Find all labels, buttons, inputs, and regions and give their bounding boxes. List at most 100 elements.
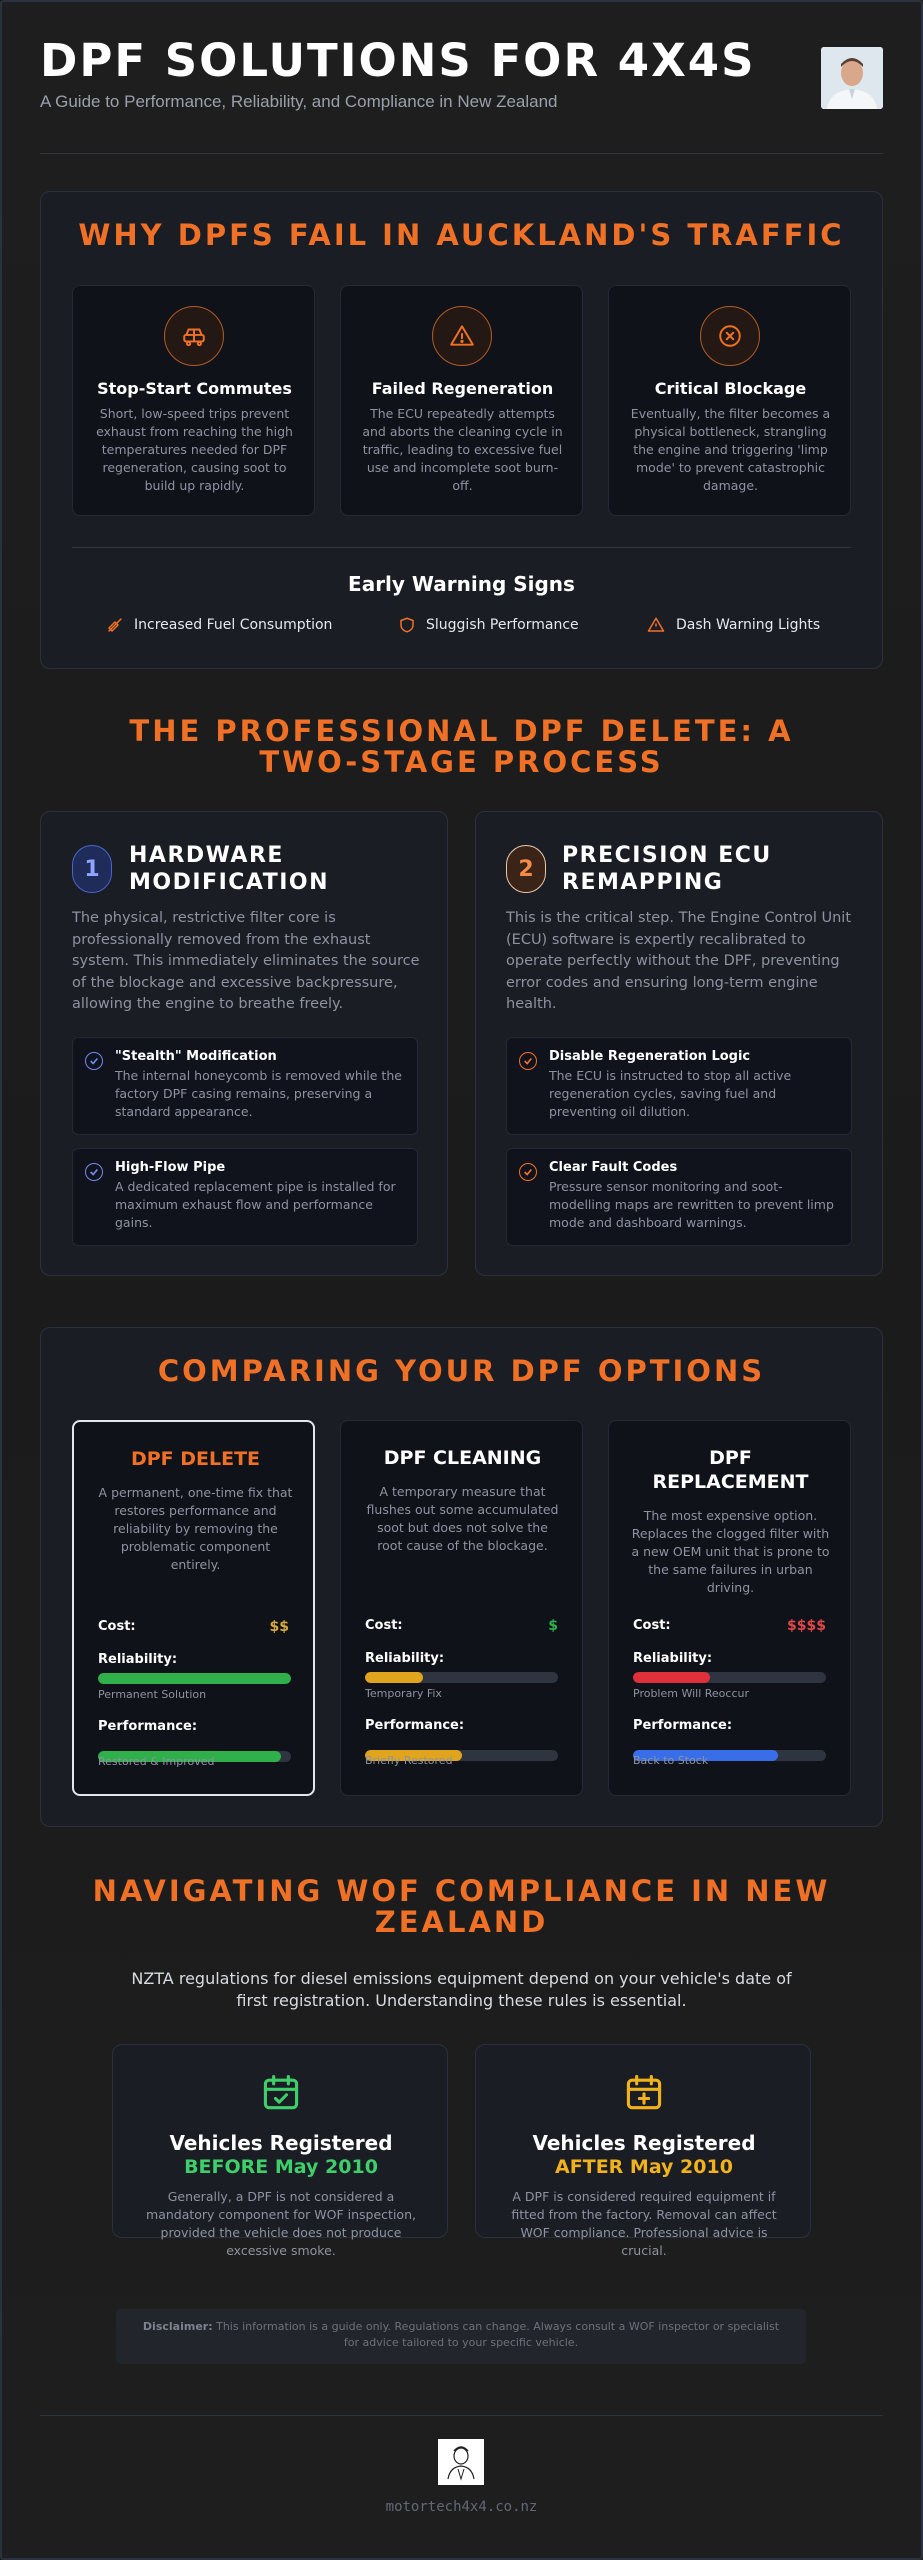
option-title: DPF CLEANING — [383, 1447, 542, 1469]
wof-card-title: Vehicles Registered — [169, 2131, 393, 2155]
brand-logo — [438, 2439, 484, 2485]
option-title: DPF DELETE — [130, 1448, 261, 1470]
option-card-dpf-cleaning: DPF CLEANING A temporary measure that fl… — [340, 1420, 583, 1796]
performance-bar — [633, 1750, 826, 1761]
disclaimer-text: This information is a guide only. Regula… — [216, 2320, 780, 2349]
performance-bar-fill — [365, 1750, 462, 1761]
warning-item: Sluggish Performance — [398, 616, 579, 634]
stage-item-text: Pressure sensor monitoring and soot-mode… — [549, 1179, 834, 1230]
wof-card-before: Vehicles Registered BEFORE May 2010 Gene… — [112, 2044, 448, 2258]
performance-bar — [98, 1751, 291, 1762]
reliability-bar — [98, 1673, 291, 1684]
footer-divider — [40, 2415, 883, 2416]
option-description: The most expensive option. Replaces the … — [631, 1508, 830, 1595]
author-avatar — [821, 47, 883, 109]
wof-card-title: Vehicles Registered — [532, 2131, 756, 2155]
reliability-note: Temporary Fix — [365, 1687, 442, 1700]
calendar-plus-icon — [622, 2071, 666, 2119]
disclaimer-box: Disclaimer: This information is a guide … — [116, 2309, 806, 2364]
cause-card-stop-start: Stop-Start Commutes Short, low-speed tri… — [72, 285, 315, 516]
stage-description: The physical, restrictive filter core is… — [72, 910, 420, 1012]
performance-bar — [365, 1750, 558, 1761]
cause-card-failed-regen: Failed Regeneration The ECU repeatedly a… — [340, 285, 583, 516]
stage-number-badge: 1 — [72, 845, 112, 893]
reliability-label: Reliability: — [365, 1651, 445, 1666]
performance-bar-fill — [98, 1751, 282, 1762]
wof-card-subtitle: BEFORE May 2010 — [184, 2156, 378, 2178]
reliability-label: Reliability: — [98, 1652, 178, 1667]
website-link[interactable]: motortech4x4.co.nz — [385, 2499, 538, 2515]
cost-value: $$$$ — [787, 1618, 826, 1634]
check-circle-icon — [519, 1163, 537, 1181]
reliability-bar — [633, 1672, 826, 1683]
cost-value: $$ — [269, 1619, 289, 1635]
option-card-dpf-replacement: DPF REPLACEMENT The most expensive optio… — [608, 1420, 851, 1796]
stage-item-text: A dedicated replacement pipe is installe… — [115, 1179, 396, 1230]
stage-card-ecu: 2 PRECISION ECU REMAPPING This is the cr… — [475, 811, 883, 1276]
wof-intro: NZTA regulations for diesel emissions eq… — [131, 1969, 792, 2010]
performance-bar-fill — [633, 1750, 778, 1761]
stage-title: HARDWARE MODIFICATION — [129, 843, 330, 895]
stage-item-title: High-Flow Pipe — [115, 1160, 226, 1175]
performance-label: Performance: — [98, 1719, 198, 1734]
wof-heading: NAVIGATING WOF COMPLIANCE IN NEW ZEALAND — [92, 1874, 831, 1939]
performance-label: Performance: — [365, 1718, 465, 1733]
page-title: DPF SOLUTIONS FOR 4X4S — [40, 34, 756, 87]
reliability-bar — [365, 1672, 558, 1683]
disclaimer-label: Disclaimer: — [142, 2320, 213, 2333]
cost-label: Cost: — [633, 1618, 671, 1633]
why-fail-heading: WHY DPFS FAIL IN AUCKLAND'S TRAFFIC — [78, 218, 845, 252]
option-description: A permanent, one-time fix that restores … — [98, 1485, 293, 1572]
cause-text: Eventually, the filter becomes a physica… — [630, 406, 831, 493]
warning-triangle-icon — [432, 306, 492, 366]
header-divider — [40, 153, 883, 154]
stage-item-text: The internal honeycomb is removed while … — [115, 1068, 402, 1119]
warning-divider — [72, 547, 851, 548]
wof-card-after: Vehicles Registered AFTER May 2010 A DPF… — [475, 2044, 811, 2258]
reliability-bar-fill — [633, 1672, 711, 1683]
performance-label: Performance: — [633, 1718, 733, 1733]
shield-icon — [400, 617, 414, 633]
stage-item: High-Flow Pipe A dedicated replacement p… — [72, 1148, 418, 1246]
stage-item-title: Disable Regeneration Logic — [549, 1049, 751, 1064]
cost-value: $ — [548, 1618, 558, 1634]
warning-item: Dash Warning Lights — [646, 616, 820, 634]
cause-text: Short, low-speed trips prevent exhaust f… — [96, 406, 293, 493]
stage-title: PRECISION ECU REMAPPING — [562, 843, 772, 895]
stage-card-hardware: 1 HARDWARE MODIFICATION The physical, re… — [40, 811, 448, 1276]
fuel-icon — [108, 618, 122, 632]
car-icon — [164, 306, 224, 366]
check-circle-icon — [85, 1163, 103, 1181]
stage-number-badge: 2 — [506, 845, 546, 893]
warning-label: Sluggish Performance — [426, 617, 579, 633]
stage-item: Clear Fault Codes Pressure sensor monito… — [506, 1148, 852, 1246]
reliability-note: Permanent Solution — [98, 1688, 207, 1701]
calendar-check-icon — [259, 2071, 303, 2119]
x-circle-icon — [700, 306, 760, 366]
check-circle-icon — [85, 1052, 103, 1070]
reliability-bar-fill — [365, 1672, 423, 1683]
reliability-note: Problem Will Reoccur — [633, 1687, 750, 1700]
option-description: A temporary measure that flushes out som… — [366, 1484, 559, 1553]
reliability-label: Reliability: — [633, 1651, 713, 1666]
cost-label: Cost: — [98, 1619, 136, 1634]
performance-note: Back to Stock — [633, 1754, 709, 1767]
check-circle-icon — [519, 1052, 537, 1070]
warning-label: Increased Fuel Consumption — [134, 617, 333, 633]
cause-title: Stop-Start Commutes — [97, 379, 292, 398]
performance-note: Restored & Improved — [98, 1755, 215, 1768]
stage-item: "Stealth" Modification The internal hone… — [72, 1037, 418, 1135]
wof-card-subtitle: AFTER May 2010 — [555, 2156, 733, 2178]
stage-item-title: "Stealth" Modification — [115, 1049, 277, 1064]
warning-icon — [647, 617, 665, 632]
reliability-bar-fill — [98, 1673, 291, 1684]
compare-heading: COMPARING YOUR DPF OPTIONS — [157, 1354, 766, 1388]
warning-signs-heading: Early Warning Signs — [348, 572, 575, 596]
page-subtitle: A Guide to Performance, Reliability, and… — [40, 92, 558, 111]
wof-card-text: Generally, a DPF is not considered a man… — [146, 2189, 416, 2258]
cost-label: Cost: — [365, 1618, 403, 1633]
cause-card-critical-blockage: Critical Blockage Eventually, the filter… — [608, 285, 851, 516]
stage-item-text: The ECU is instructed to stop all active… — [549, 1068, 792, 1119]
option-title: DPF REPLACEMENT — [652, 1447, 809, 1493]
stage-item: Disable Regeneration Logic The ECU is in… — [506, 1037, 852, 1135]
